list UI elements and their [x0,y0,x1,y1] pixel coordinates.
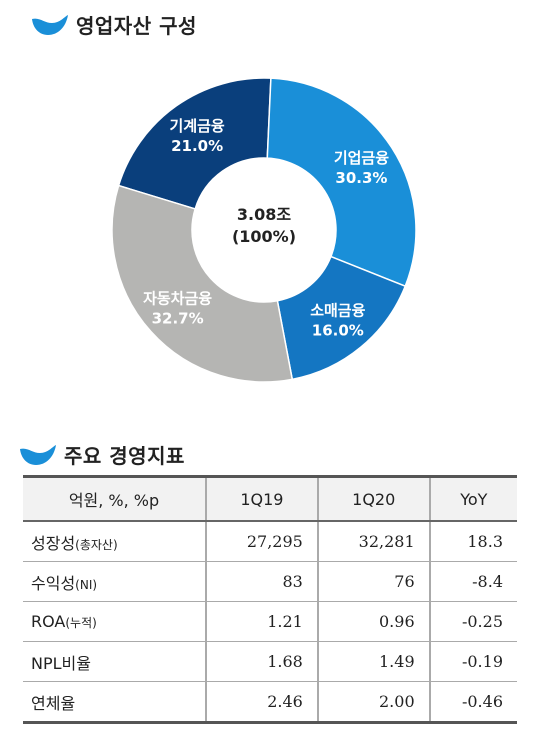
donut-labels: 기계금융 21.0% 기업금융 30.3% 소매금융 16.0% 자동차금융 32.7% [143,117,389,339]
slice-name-label: 기계금융 [170,117,225,135]
table-row: 성장성(총자산) 27,295 32,281 18.3 [23,520,517,562]
donut-slices [111,77,417,383]
donut-slice [111,184,294,383]
row-label-main: 성장성 [31,533,76,553]
cell-1q20: 0.96 [316,601,430,642]
cell-1q19: 83 [205,561,318,602]
donut-slice [266,77,417,288]
donut-slice [117,77,272,210]
center-pct-label: (100%) [232,227,296,246]
slice-pct-label: 30.3% [335,169,387,187]
table-row: 수익성(NI) 83 76 -8.4 [23,561,517,602]
cell-1q19: 1.68 [205,641,318,682]
row-label: ROA(누적) [23,601,206,642]
row-label-sub: (누적) [65,616,97,630]
row-label: 수익성(NI) [23,561,206,602]
row-label: NPL비율 [23,641,206,682]
cell-1q20: 1.49 [316,641,430,682]
table-header-row: 억원, %, %p 1Q19 1Q20 YoY [23,475,517,522]
row-label-main: ROA [31,612,66,631]
column-header: YoY [428,475,517,522]
row-label: 연체율 [23,681,206,724]
slice-pct-label: 32.7% [152,309,204,327]
cell-yoy: 18.3 [428,520,517,562]
row-label-sub: (NI) [75,577,98,592]
table-row: ROA(누적) 1.21 0.96 -0.25 [23,601,517,642]
asset-composition-header: 영업자산 구성 [30,10,197,39]
slice-pct-label: 16.0% [312,321,364,339]
donut-chart: 기계금융 21.0% 기업금융 30.3% 소매금융 16.0% 자동차금융 32.7% 3.… [111,77,417,383]
row-label: 성장성(총자산) [23,520,206,562]
column-header: 1Q19 [205,475,318,522]
key-indicators-header: 주요 경영지표 [18,440,185,469]
key-indicators-table: 억원, %, %p 1Q19 1Q20 YoY 성장성(총자산) 27,295 … [23,475,517,724]
cell-yoy: -0.25 [428,601,517,642]
cell-1q20: 2.00 [316,681,430,724]
cell-1q20: 32,281 [316,520,430,562]
slice-name-label: 기업금융 [334,149,389,167]
column-header: 1Q20 [316,475,430,522]
slice-name-label: 소매금융 [310,301,365,319]
column-header: 억원, %, %p [23,475,206,522]
cell-yoy: -0.46 [428,681,517,724]
cell-1q19: 2.46 [205,681,318,724]
wave-logo-icon [20,444,56,465]
center-total-label: 3.08조 [237,205,291,224]
row-label-main: 수익성 [31,573,76,593]
row-label-sub: (총자산) [75,537,118,552]
row-label-main: NPL비율 [31,653,91,673]
wave-logo-icon [32,14,68,35]
cell-1q19: 27,295 [205,520,318,562]
table-row: 연체율 2.46 2.00 -0.46 [23,681,517,724]
slice-name-label: 자동차금융 [143,289,212,307]
cell-1q19: 1.21 [205,601,318,642]
row-label-main: 연체율 [31,693,76,713]
slice-pct-label: 21.0% [171,137,223,155]
cell-1q20: 76 [316,561,430,602]
cell-yoy: -8.4 [428,561,517,602]
table-row: NPL비율 1.68 1.49 -0.19 [23,641,517,682]
cell-yoy: -0.19 [428,641,517,682]
section-title: 영업자산 구성 [76,14,197,38]
section-title: 주요 경영지표 [64,444,185,468]
